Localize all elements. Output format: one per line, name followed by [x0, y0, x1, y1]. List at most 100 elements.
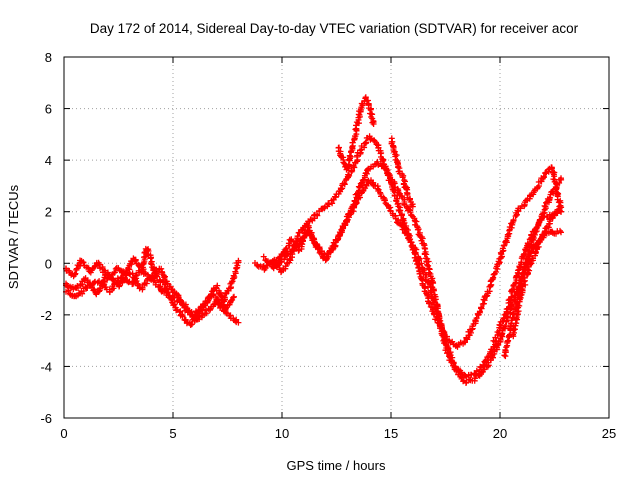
y-tick-label: 0 [45, 256, 52, 271]
data-point-marker [235, 257, 242, 264]
series-trace-i [501, 175, 565, 360]
data-point-marker [147, 260, 154, 267]
data-point-marker [424, 291, 431, 298]
data-point-marker [500, 242, 507, 249]
data-point-marker [426, 300, 433, 307]
y-tick-label: 8 [45, 50, 52, 65]
data-point-marker [478, 304, 485, 311]
data-point-marker [187, 322, 194, 328]
data-point-marker [473, 315, 480, 322]
data-point-marker [326, 248, 333, 255]
y-tick-label: 2 [45, 205, 52, 220]
data-point-marker [414, 226, 421, 233]
data-point-marker [162, 280, 169, 287]
x-axis-label: GPS time / hours [287, 458, 386, 473]
data-point-marker [84, 264, 91, 271]
data-point-marker [230, 294, 237, 301]
data-point-marker [357, 180, 364, 187]
data-point-marker [154, 273, 161, 280]
data-point-marker [132, 257, 139, 264]
data-point-marker [161, 274, 168, 281]
data-point-marker [232, 317, 239, 324]
data-point-marker [73, 266, 80, 273]
x-tick-label: 10 [275, 426, 289, 441]
data-point-marker [363, 139, 370, 146]
chart-title: Day 172 of 2014, Sidereal Day-to-day VTE… [90, 21, 579, 36]
data-point-marker [179, 313, 186, 320]
data-point-marker [335, 232, 342, 239]
data-point-marker [162, 273, 168, 280]
y-tick-label: 6 [45, 102, 52, 117]
data-point-marker [348, 167, 355, 174]
data-point-marker [308, 231, 315, 238]
data-point-marker [269, 263, 276, 270]
data-point-marker [281, 256, 288, 263]
data-point-marker [348, 148, 355, 155]
x-tick-label: 15 [384, 426, 398, 441]
data-point-marker [545, 166, 552, 173]
data-point-marker [558, 229, 564, 236]
data-point-marker [132, 276, 138, 283]
data-point-marker [337, 186, 344, 193]
data-point-marker [468, 329, 474, 336]
data-point-marker [227, 297, 234, 304]
data-point-marker [346, 172, 353, 179]
x-tick-label: 20 [493, 426, 507, 441]
data-point-marker [294, 233, 301, 240]
data-point-marker [381, 197, 388, 204]
data-point-marker [413, 218, 420, 225]
y-tick-label: 4 [45, 153, 52, 168]
data-point-marker [208, 291, 214, 298]
data-point-marker [510, 216, 517, 223]
data-point-marker [282, 246, 289, 253]
data-point-marker [397, 207, 404, 214]
grid-layer [64, 57, 609, 418]
data-point-marker [164, 289, 171, 296]
data-point-marker [158, 265, 165, 272]
data-point-marker [399, 212, 405, 219]
y-axis-label: SDTVAR / TECUs [6, 184, 21, 289]
data-point-marker [313, 211, 320, 218]
data-point-marker [260, 253, 267, 260]
data-point-marker [254, 262, 261, 269]
y-tick-label: -4 [40, 359, 52, 374]
data-point-marker [299, 241, 306, 248]
data-point-marker [196, 308, 203, 315]
y-tick-label: -2 [40, 308, 52, 323]
x-tick-label: 25 [602, 426, 616, 441]
data-point-marker [353, 199, 360, 206]
data-point-marker [102, 272, 109, 279]
data-point-marker [374, 158, 381, 165]
data-point-marker [540, 173, 547, 180]
data-point-marker [262, 257, 269, 264]
data-point-marker [341, 180, 348, 187]
y-tick-label: -6 [40, 411, 52, 426]
data-point-marker [80, 259, 87, 266]
x-tick-label: 5 [169, 426, 176, 441]
data-point-marker [125, 279, 132, 286]
series-trace-e [270, 158, 564, 380]
data-point-marker [548, 165, 555, 172]
data-point-marker [129, 270, 136, 277]
data-point-marker [235, 319, 242, 326]
data-point-marker [508, 293, 515, 300]
data-point-marker [363, 169, 370, 176]
data-layer [63, 94, 565, 386]
data-point-marker [308, 216, 315, 223]
data-point-marker [424, 261, 430, 268]
data-point-marker [231, 293, 237, 300]
data-point-marker [408, 212, 415, 219]
data-point-marker [72, 270, 79, 277]
data-point-marker [111, 269, 118, 276]
data-point-marker [520, 251, 527, 258]
data-point-marker [139, 284, 146, 291]
data-point-marker [345, 171, 352, 178]
data-point-marker [112, 269, 118, 276]
series-trace-f [260, 177, 564, 386]
data-point-marker [120, 275, 127, 282]
data-point-marker [144, 246, 151, 253]
series-trace-c [63, 245, 237, 328]
x-tick-label: 0 [60, 426, 67, 441]
data-point-marker [421, 245, 428, 251]
